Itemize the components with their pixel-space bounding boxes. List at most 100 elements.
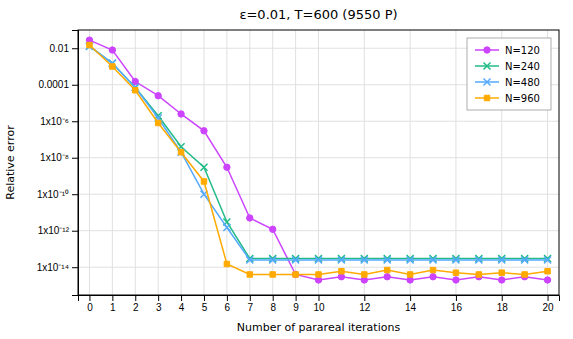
marker bbox=[224, 261, 229, 266]
marker bbox=[499, 270, 504, 275]
marker bbox=[86, 43, 93, 50]
grid-line-x bbox=[364, 30, 365, 295]
marker bbox=[453, 270, 458, 275]
tick-label: 0.0001 bbox=[38, 79, 69, 90]
y-axis-title: Relative error bbox=[4, 125, 17, 200]
tick-mark bbox=[502, 295, 503, 301]
tick-mark bbox=[72, 194, 78, 195]
grid-line-x bbox=[112, 30, 113, 295]
grid-line-x bbox=[89, 30, 90, 295]
tick-mark bbox=[227, 295, 228, 301]
grid-line-x bbox=[181, 30, 182, 295]
legend-label: N=120 bbox=[505, 45, 540, 56]
grid-line-x bbox=[272, 30, 273, 295]
tick-label: 1x10⁻⁸ bbox=[40, 152, 69, 163]
tick-mark bbox=[72, 158, 78, 159]
legend-item: N=120 bbox=[475, 45, 540, 56]
marker bbox=[247, 272, 252, 277]
marker bbox=[430, 256, 437, 263]
tick: 0 bbox=[87, 295, 93, 313]
legend-box bbox=[467, 38, 551, 110]
marker bbox=[544, 277, 550, 283]
marker bbox=[269, 256, 276, 263]
legend-marker bbox=[484, 63, 491, 70]
marker bbox=[544, 256, 551, 263]
axis-line bbox=[72, 31, 79, 296]
marker bbox=[224, 164, 230, 170]
marker bbox=[316, 272, 321, 277]
marker bbox=[361, 277, 367, 283]
marker bbox=[384, 256, 391, 263]
marker bbox=[498, 256, 505, 263]
marker bbox=[155, 120, 160, 125]
tick: 18 bbox=[497, 295, 509, 313]
marker bbox=[247, 215, 253, 221]
marker bbox=[270, 272, 275, 277]
grid-line-y bbox=[78, 230, 559, 231]
tick-mark bbox=[89, 295, 90, 301]
tick: 14 bbox=[405, 295, 417, 313]
marker bbox=[315, 277, 321, 283]
grid-line-y bbox=[78, 267, 559, 268]
tick: 16 bbox=[451, 295, 463, 313]
marker bbox=[338, 274, 344, 280]
marker bbox=[269, 226, 275, 232]
tick-mark bbox=[72, 231, 78, 232]
marker bbox=[338, 256, 345, 263]
marker bbox=[407, 256, 414, 263]
marker bbox=[475, 256, 482, 263]
chart: 01234567891012141618200.010.00011x10⁻⁶1x… bbox=[0, 0, 573, 339]
plot: 01234567891012141618200.010.00011x10⁻⁶1x… bbox=[37, 30, 560, 313]
legend-label: N=480 bbox=[505, 77, 540, 88]
y-axis: 0.010.00011x10⁻⁶1x10⁻⁸1x10⁻¹⁰1x10⁻¹²1x10… bbox=[37, 31, 79, 296]
tick: 1x10⁻⁶ bbox=[40, 116, 78, 127]
tick: 8 bbox=[270, 295, 276, 313]
tick-mark bbox=[72, 85, 78, 86]
tick-label: 7 bbox=[248, 302, 254, 313]
legend-marker bbox=[484, 79, 491, 86]
tick-label: 1x10⁻¹² bbox=[38, 225, 70, 236]
grid-line-y bbox=[78, 157, 559, 158]
grid-line-x bbox=[203, 30, 204, 295]
marker bbox=[315, 256, 322, 263]
grid-line-y bbox=[78, 121, 559, 122]
marker bbox=[407, 277, 413, 283]
marker bbox=[361, 256, 368, 263]
tick: 6 bbox=[225, 295, 231, 313]
title: ε=0.01, T=600 (9550 P) bbox=[239, 7, 397, 22]
tick-mark bbox=[72, 121, 78, 122]
tick-label: 1x10⁻¹⁰ bbox=[37, 189, 69, 200]
marker bbox=[109, 47, 115, 53]
tick-label: 9 bbox=[293, 302, 299, 313]
marker bbox=[292, 256, 299, 263]
legend-item: N=960 bbox=[475, 93, 540, 104]
tick: 1x10⁻¹⁴ bbox=[37, 262, 78, 273]
marker bbox=[476, 272, 481, 277]
marker bbox=[246, 256, 253, 263]
tick-mark bbox=[204, 295, 205, 301]
tick: 20 bbox=[542, 295, 554, 313]
marker bbox=[223, 224, 230, 231]
marker bbox=[86, 43, 93, 50]
marker bbox=[155, 93, 161, 99]
legend-item: N=240 bbox=[475, 61, 540, 72]
tick: 9 bbox=[293, 295, 299, 313]
marker bbox=[201, 179, 206, 184]
tick-label: 1x10⁻¹⁴ bbox=[37, 262, 69, 273]
tick-label: 8 bbox=[270, 302, 276, 313]
legend: N=120 N=240 N=480 N=960 bbox=[467, 38, 551, 110]
tick-label: 2 bbox=[133, 302, 139, 313]
tick-label: 1 bbox=[110, 302, 116, 313]
tick-label: 18 bbox=[497, 302, 509, 313]
tick-mark bbox=[273, 295, 274, 301]
tick-label: 3 bbox=[156, 302, 162, 313]
marker bbox=[384, 274, 390, 280]
tick-label: 4 bbox=[179, 302, 185, 313]
x-axis-title: Number of parareal iterations bbox=[237, 321, 401, 334]
tick-mark bbox=[319, 295, 320, 301]
marker bbox=[292, 271, 298, 277]
data bbox=[86, 37, 551, 283]
legend-marker bbox=[484, 95, 489, 100]
marker bbox=[430, 267, 435, 272]
tick-label: 1x10⁻⁶ bbox=[40, 116, 69, 127]
